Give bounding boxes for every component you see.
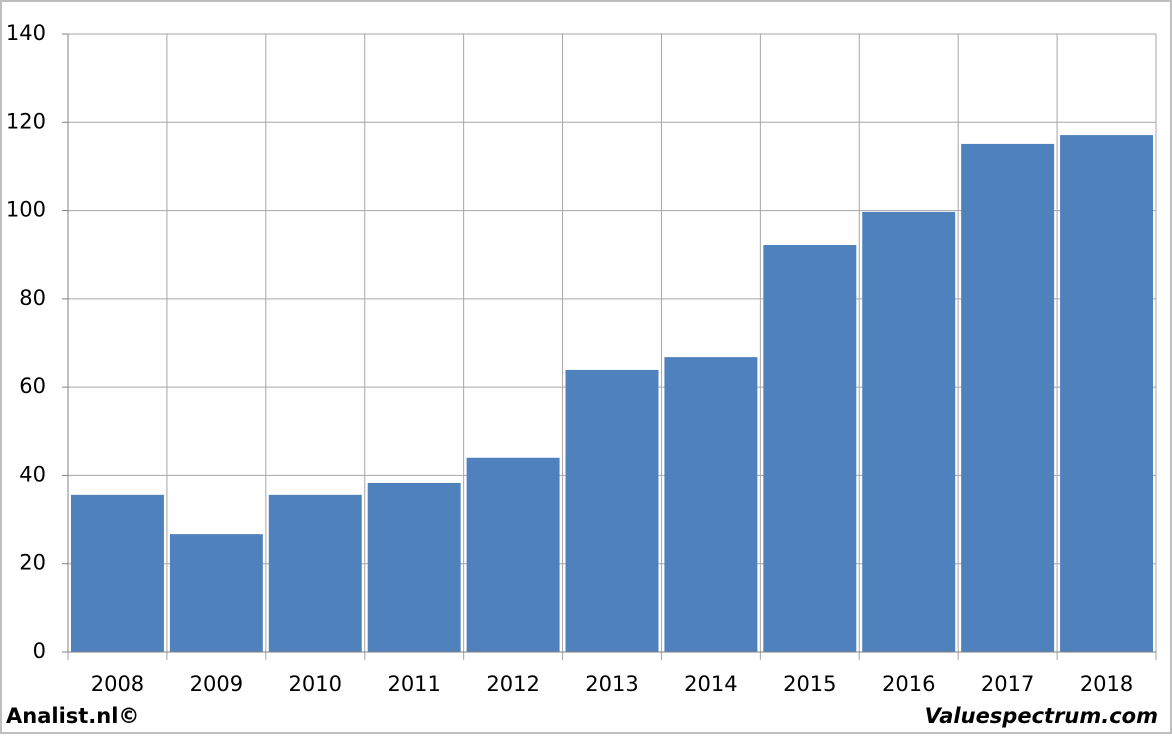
bar	[1060, 135, 1154, 652]
y-tick-label: 80	[19, 286, 46, 310]
x-tick-label: 2012	[486, 672, 539, 696]
bar	[961, 143, 1055, 652]
y-tick-label: 140	[6, 21, 46, 45]
credit-left: Analist.nl©	[6, 704, 139, 728]
x-tick-label: 2013	[585, 672, 638, 696]
bar	[367, 482, 461, 652]
x-tick-label: 2011	[387, 672, 440, 696]
y-tick-label: 0	[33, 639, 46, 663]
y-tick-label: 60	[19, 374, 46, 398]
y-tick-label: 20	[19, 551, 46, 575]
bar	[268, 494, 362, 652]
x-tick-label: 2015	[783, 672, 836, 696]
bar	[763, 245, 857, 652]
y-tick-label: 40	[19, 462, 46, 486]
bar	[664, 357, 758, 652]
x-tick-label: 2016	[882, 672, 935, 696]
x-tick-label: 2008	[91, 672, 144, 696]
bar	[466, 457, 560, 652]
bar	[862, 211, 956, 652]
x-tick-label: 2010	[289, 672, 342, 696]
bar	[70, 494, 164, 652]
x-tick-label: 2009	[190, 672, 243, 696]
bar	[169, 534, 263, 652]
bar	[565, 369, 659, 652]
y-tick-label: 100	[6, 198, 46, 222]
y-tick-label: 120	[6, 109, 46, 133]
x-tick-label: 2014	[684, 672, 737, 696]
credit-right: Valuespectrum.com	[925, 704, 1158, 728]
x-tick-label: 2017	[981, 672, 1034, 696]
x-tick-label: 2018	[1080, 672, 1133, 696]
